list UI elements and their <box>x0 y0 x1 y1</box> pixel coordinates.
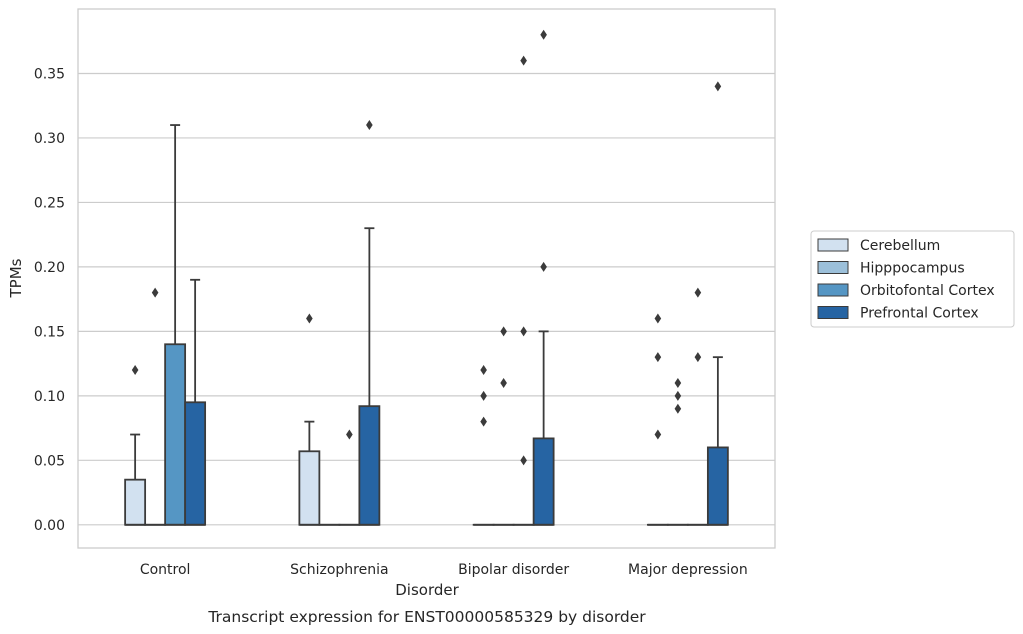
outlier-point <box>694 287 702 298</box>
outlier-point <box>480 365 487 376</box>
box <box>298 313 321 526</box>
box <box>124 365 147 526</box>
y-tick-label: 0.05 <box>34 453 65 469</box>
x-tick-labels: Control Schizophrenia Bipolar disorder Majo… <box>140 562 748 578</box>
box <box>164 124 187 526</box>
legend-swatch <box>817 238 849 252</box>
box <box>472 365 495 526</box>
outlier-point <box>520 55 527 66</box>
outlier-point <box>151 287 159 298</box>
outlier-point <box>540 261 547 272</box>
box <box>492 326 515 526</box>
outlier-point <box>714 81 722 92</box>
outlier-point <box>520 455 527 466</box>
y-tick-label: 0.20 <box>34 260 65 276</box>
legend-item: Prefrontal Cortex <box>817 306 979 322</box>
box-body <box>164 343 187 526</box>
y-tick-label: 0.15 <box>34 324 65 340</box>
legend-label: Hipppocampus <box>860 261 965 277</box>
outlier-point <box>500 377 507 388</box>
y-tick-label: 0.00 <box>34 518 65 534</box>
box-body <box>358 405 381 526</box>
outlier-point <box>674 377 682 388</box>
x-axis-label: Disorder <box>395 581 459 599</box>
series-0 <box>124 313 669 526</box>
y-tick-label: 0.25 <box>34 195 65 211</box>
legend-item: Cerebellum <box>817 238 940 254</box>
box-body <box>532 437 555 526</box>
box-body <box>124 478 147 526</box>
legend-frame <box>810 230 1015 328</box>
box-body <box>184 401 207 526</box>
series-3 <box>184 29 729 526</box>
box <box>358 120 381 526</box>
legend-swatch <box>817 283 849 297</box>
box <box>184 278 207 526</box>
legend-item: Orbitofontal Cortex <box>817 283 995 299</box>
legend-swatch <box>817 306 849 319</box>
y-axis-label: TPMs <box>7 258 25 298</box>
outlier-point <box>540 29 547 40</box>
box-body <box>706 446 729 526</box>
box-plot-series <box>124 29 729 526</box>
legend: Cerebellum Hipppocampus Orbitofontal Corte… <box>810 230 1015 328</box>
outlier-point <box>480 416 487 427</box>
y-tick-label: 0.30 <box>34 131 65 147</box>
legend-item: Hipppocampus <box>817 261 965 277</box>
outlier-point <box>131 365 139 376</box>
legend-swatch <box>817 261 849 274</box>
x-tick-label: Control <box>140 562 191 578</box>
legend-label: Cerebellum <box>860 238 940 254</box>
chart-caption: Transcript expression for ENST0000058532… <box>207 608 646 626</box>
x-tick-label: Major depression <box>628 562 748 578</box>
legend-label: Orbitofontal Cortex <box>860 283 995 299</box>
outlier-point <box>346 429 353 440</box>
x-tick-label: Bipolar disorder <box>458 562 569 578</box>
x-tick-label: Schizophrenia <box>290 562 388 578</box>
outlier-point <box>654 313 662 324</box>
legend-label: Prefrontal Cortex <box>860 306 979 322</box>
outlier-point <box>654 352 662 363</box>
y-tick-labels: 0.00 0.05 0.10 0.15 0.20 0.25 0.30 0.35 <box>34 66 65 533</box>
outlier-point <box>520 326 527 337</box>
outlier-point <box>480 390 487 401</box>
y-tick-label: 0.35 <box>34 66 65 82</box>
box-body <box>298 450 321 526</box>
outlier-point <box>694 352 702 363</box>
box <box>532 29 555 526</box>
box <box>706 81 729 526</box>
outlier-point <box>366 120 373 131</box>
plot-frame <box>77 8 776 549</box>
outlier-point <box>654 429 662 440</box>
outlier-point <box>306 313 313 324</box>
y-tick-label: 0.10 <box>34 389 65 405</box>
outlier-point <box>500 326 507 337</box>
outlier-point <box>674 403 682 414</box>
outlier-point <box>674 390 682 401</box>
